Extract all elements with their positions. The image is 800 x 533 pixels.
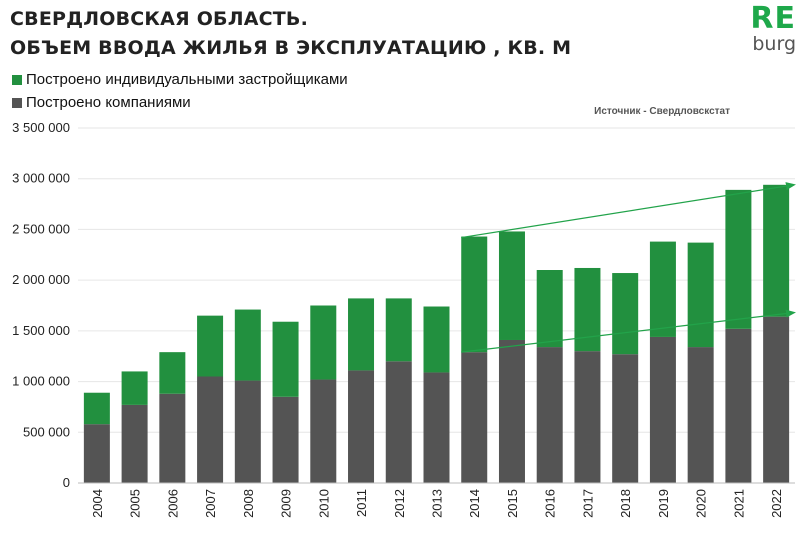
x-tick-label: 2017 — [580, 489, 595, 518]
bar-individual — [310, 305, 337, 380]
bar-companies — [612, 354, 639, 483]
logo-burg-text: burg — [752, 33, 796, 55]
y-tick-label: 3 500 000 — [12, 120, 70, 135]
chart-title-line-1: СВЕРДЛОВСКАЯ ОБЛАСТЬ. — [10, 8, 309, 30]
bar-individual — [536, 270, 563, 348]
legend-item-companies: Построено компаниями — [12, 91, 348, 114]
bar-companies — [121, 404, 148, 483]
bar-companies — [725, 328, 752, 483]
bar-companies — [310, 379, 337, 483]
y-tick-label: 3 000 000 — [12, 171, 70, 186]
bar-individual — [612, 273, 639, 355]
bar-individual — [423, 306, 450, 373]
bar-companies — [385, 361, 412, 483]
x-tick-label: 2012 — [392, 489, 407, 518]
x-tick-label: 2006 — [165, 489, 180, 518]
bar-individual — [234, 309, 261, 381]
y-tick-label: 2 000 000 — [12, 272, 70, 287]
x-tick-label: 2019 — [656, 489, 671, 518]
bar-individual — [197, 315, 224, 377]
x-tick-label: 2009 — [279, 489, 294, 518]
logo-re-text: RE — [750, 1, 796, 36]
y-tick-label: 2 500 000 — [12, 221, 70, 236]
bar-individual — [725, 189, 752, 329]
legend-label-individual: Построено индивидуальными застройщиками — [26, 71, 348, 88]
legend-item-individual: Построено индивидуальными застройщиками — [12, 68, 348, 91]
bar-companies — [687, 347, 714, 483]
reburg-logo: RE burg — [740, 1, 796, 55]
bar-companies — [763, 316, 790, 483]
x-tick-label: 2011 — [354, 489, 369, 517]
legend-swatch-individual — [12, 74, 22, 85]
x-tick-label: 2015 — [505, 489, 520, 518]
x-tick-label: 2020 — [694, 489, 709, 518]
bar-companies — [159, 393, 186, 483]
bar-companies — [234, 380, 261, 483]
x-tick-label: 2013 — [430, 489, 445, 518]
x-tick-label: 2004 — [90, 489, 105, 518]
legend-label-companies: Построено компаниями — [26, 94, 191, 111]
bar-companies — [536, 347, 563, 483]
bar-individual — [687, 242, 714, 348]
bar-individual — [121, 371, 148, 405]
bar-individual — [83, 392, 110, 425]
legend-swatch-companies — [12, 97, 22, 108]
x-tick-label: 2005 — [128, 489, 143, 518]
bar-individual — [159, 352, 186, 394]
chart-legend: Построено индивидуальными застройщиками … — [12, 68, 348, 114]
bar-individual — [348, 298, 375, 371]
bar-individual — [763, 184, 790, 317]
bar-companies — [197, 376, 224, 483]
chart-title-line-2: ОБЪЕМ ВВОДА ЖИЛЬЯ В ЭКСПЛУАТАЦИЮ , КВ. М — [10, 37, 572, 59]
bar-companies — [423, 372, 450, 483]
x-tick-label: 2021 — [731, 489, 746, 518]
x-tick-label: 2008 — [241, 489, 256, 518]
bar-individual — [272, 321, 299, 397]
bar-companies — [649, 336, 676, 483]
y-tick-label: 500 000 — [23, 424, 70, 439]
source-note: Источник - Свердловскстат — [594, 106, 730, 117]
bar-companies — [348, 370, 375, 483]
bar-companies — [272, 396, 299, 483]
y-tick-label: 1 500 000 — [12, 323, 70, 338]
bar-individual — [461, 236, 488, 353]
chart-title: СВЕРДЛОВСКАЯ ОБЛАСТЬ. ОБЪЕМ ВВОДА ЖИЛЬЯ … — [10, 5, 571, 63]
x-tick-label: 2007 — [203, 489, 218, 518]
x-tick-label: 2014 — [467, 489, 482, 518]
bar-companies — [83, 424, 110, 483]
bar-individual — [649, 241, 676, 337]
y-tick-label: 0 — [63, 475, 70, 490]
bar-companies — [461, 352, 488, 483]
trend-arrow — [461, 309, 796, 353]
bar-individual — [385, 298, 412, 362]
trend-arrow — [461, 182, 796, 239]
x-tick-label: 2016 — [543, 489, 558, 518]
x-tick-label: 2022 — [769, 489, 784, 518]
y-tick-label: 1 000 000 — [12, 374, 70, 389]
x-tick-label: 2018 — [618, 489, 633, 518]
bar-individual — [498, 231, 525, 340]
bar-companies — [498, 339, 525, 483]
x-tick-label: 2010 — [316, 489, 331, 518]
bar-companies — [574, 351, 601, 483]
